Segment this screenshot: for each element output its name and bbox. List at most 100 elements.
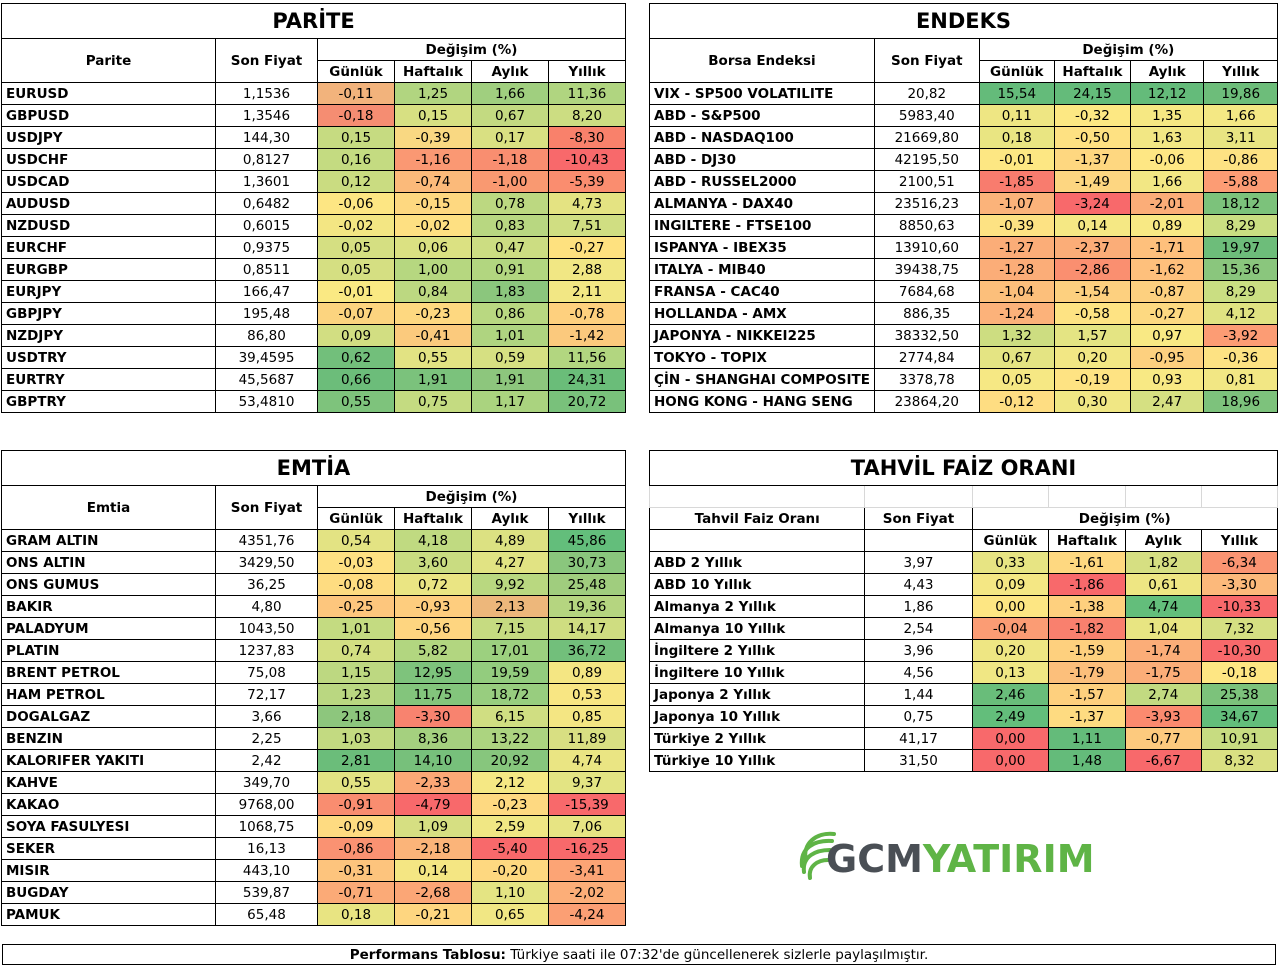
parite-col-price: Son Fiyat	[215, 38, 318, 83]
row-last-price: 0,9375	[215, 236, 318, 259]
tahvil-spacer	[971, 485, 1050, 508]
row-last-price: 1237,83	[215, 639, 318, 662]
row-last-price: 86,80	[215, 324, 318, 347]
table-row: ÇİN - SHANGHAI COMPOSITE 3378,78 0,05 -0,19…	[649, 368, 1278, 391]
row-weekly-change: -0,19	[1053, 368, 1131, 391]
row-yearly-change: 36,72	[548, 639, 626, 662]
parite-table: PARİTE Parite Son Fiyat Değişim (%) Günl…	[1, 3, 626, 413]
row-daily-change: -1,07	[978, 192, 1055, 215]
row-weekly-change: -0,41	[394, 324, 472, 347]
row-daily-change: 0,18	[978, 126, 1055, 149]
row-daily-change: 0,55	[317, 390, 395, 413]
row-yearly-change: -6,34	[1200, 551, 1278, 574]
row-monthly-change: 2,13	[471, 595, 549, 618]
row-monthly-change: 1,17	[471, 390, 549, 413]
footer-label: Performans Tablosu:	[349, 947, 506, 963]
row-monthly-change: 1,83	[471, 280, 549, 303]
row-name: GRAM ALTIN	[1, 529, 216, 552]
tahvil-col-price: Son Fiyat	[864, 507, 973, 530]
row-last-price: 3429,50	[215, 551, 318, 574]
footer-text: Türkiye saati ile 07:32'de güncellenerek…	[505, 947, 929, 963]
row-monthly-change: -0,95	[1129, 346, 1205, 369]
row-weekly-change: -0,93	[394, 595, 472, 618]
row-monthly-change: 1,91	[471, 368, 549, 391]
tahvil-title: TAHVİL FAİZ ORANI	[649, 450, 1278, 486]
table-row: PLATIN 1237,83 0,74 5,82 17,01 36,72	[1, 639, 626, 662]
row-weekly-change: -1,54	[1053, 280, 1131, 303]
row-daily-change: -1,04	[978, 280, 1055, 303]
table-row: HOLLANDA - AMX 886,35 -1,24 -0,58 -0,27 4,12	[649, 302, 1278, 325]
row-last-price: 166,47	[215, 280, 318, 303]
endeks-rows: VIX - SP500 VOLATILITE 20,82 15,54 24,15 12,…	[649, 82, 1278, 413]
row-monthly-change: 9,92	[471, 573, 549, 596]
row-yearly-change: 8,32	[1200, 749, 1278, 772]
row-name: ABD 2 Yıllık	[648, 551, 866, 574]
row-monthly-change: 1,63	[1129, 126, 1205, 149]
row-name: USDJPY	[1, 126, 216, 149]
row-yearly-change: 7,51	[548, 214, 626, 237]
row-last-price: 349,70	[215, 771, 318, 794]
row-yearly-change: 1,66	[1203, 104, 1278, 127]
parite-col-monthly: Aylık	[471, 60, 549, 83]
parite-col-name: Parite	[1, 38, 216, 83]
row-daily-change: 0,33	[971, 551, 1050, 574]
table-row: Almanya 2 Yıllık 1,86 0,00 -1,38 4,74 -10,33	[648, 595, 1278, 618]
logo-text: GCMYATIRIM	[826, 837, 1095, 881]
endeks-col-weekly: Haftalık	[1053, 60, 1131, 83]
row-last-price: 5983,40	[873, 104, 980, 127]
logo-text-gcm: GCM	[826, 837, 923, 881]
table-row: TOKYO - TOPIX 2774,84 0,67 0,20 -0,95 -0,36	[649, 346, 1278, 369]
row-yearly-change: 30,73	[548, 551, 626, 574]
table-row: GBPTRY 53,4810 0,55 0,75 1,17 20,72	[1, 390, 626, 413]
row-yearly-change: 11,56	[548, 346, 626, 369]
row-yearly-change: -0,86	[1203, 148, 1278, 171]
table-row: PALADYUM 1043,50 1,01 -0,56 7,15 14,17	[1, 617, 626, 640]
row-daily-change: 0,74	[317, 639, 395, 662]
endeks-table: ENDEKS Borsa Endeksi Son Fiyat Değişim (…	[649, 3, 1278, 413]
row-weekly-change: 4,18	[394, 529, 472, 552]
row-monthly-change: 20,92	[471, 749, 549, 772]
row-weekly-change: -1,82	[1048, 617, 1126, 640]
row-monthly-change: 2,74	[1124, 683, 1202, 706]
row-name: ABD - RUSSEL2000	[649, 170, 875, 193]
row-daily-change: 0,00	[971, 727, 1050, 750]
row-name: AUDUSD	[1, 192, 216, 215]
table-row: Japonya 10 Yıllık 0,75 2,49 -1,37 -3,93 34,67	[648, 705, 1278, 728]
row-last-price: 3,96	[864, 639, 973, 662]
row-yearly-change: 3,11	[1203, 126, 1278, 149]
row-monthly-change: 1,66	[1129, 170, 1205, 193]
row-name: ÇİN - SHANGHAI COMPOSITE	[649, 368, 875, 391]
row-daily-change: -0,01	[978, 148, 1055, 171]
endeks-col-monthly: Aylık	[1129, 60, 1205, 83]
row-name: ABD - NASDAQ100	[649, 126, 875, 149]
row-monthly-change: 2,12	[471, 771, 549, 794]
row-yearly-change: 18,12	[1203, 192, 1278, 215]
row-yearly-change: 0,89	[548, 661, 626, 684]
row-last-price: 1,1536	[215, 82, 318, 105]
row-yearly-change: 25,38	[1200, 683, 1278, 706]
row-weekly-change: -3,24	[1053, 192, 1131, 215]
table-row: INGILTERE - FTSE100 8850,63 -0,39 0,14 0,89 8…	[649, 214, 1278, 237]
row-daily-change: -0,18	[317, 104, 395, 127]
emtia-col-change: Değişim (%)	[317, 485, 626, 508]
row-name: BRENT PETROL	[1, 661, 216, 684]
row-last-price: 4,43	[864, 573, 973, 596]
row-monthly-change: 0,78	[471, 192, 549, 215]
row-weekly-change: -1,49	[1053, 170, 1131, 193]
table-row: İngiltere 2 Yıllık 3,96 0,20 -1,59 -1,74 -10,…	[648, 639, 1278, 662]
row-name: HOLLANDA - AMX	[649, 302, 875, 325]
row-name: EURCHF	[1, 236, 216, 259]
row-weekly-change: 0,75	[394, 390, 472, 413]
row-weekly-change: -4,79	[394, 793, 472, 816]
emtia-col-daily: Günlük	[317, 507, 395, 530]
row-monthly-change: 2,59	[471, 815, 549, 838]
row-yearly-change: 24,31	[548, 368, 626, 391]
row-name: JAPONYA - NIKKEI225	[649, 324, 875, 347]
tahvil-header-spacer	[864, 529, 973, 552]
row-last-price: 2,54	[864, 617, 973, 640]
table-row: GBPUSD 1,3546 -0,18 0,15 0,67 8,20	[1, 104, 626, 127]
row-yearly-change: -0,78	[548, 302, 626, 325]
tahvil-col-weekly: Haftalık	[1048, 529, 1126, 552]
row-monthly-change: 4,27	[471, 551, 549, 574]
table-row: NZDJPY 86,80 0,09 -0,41 1,01 -1,42	[1, 324, 626, 347]
